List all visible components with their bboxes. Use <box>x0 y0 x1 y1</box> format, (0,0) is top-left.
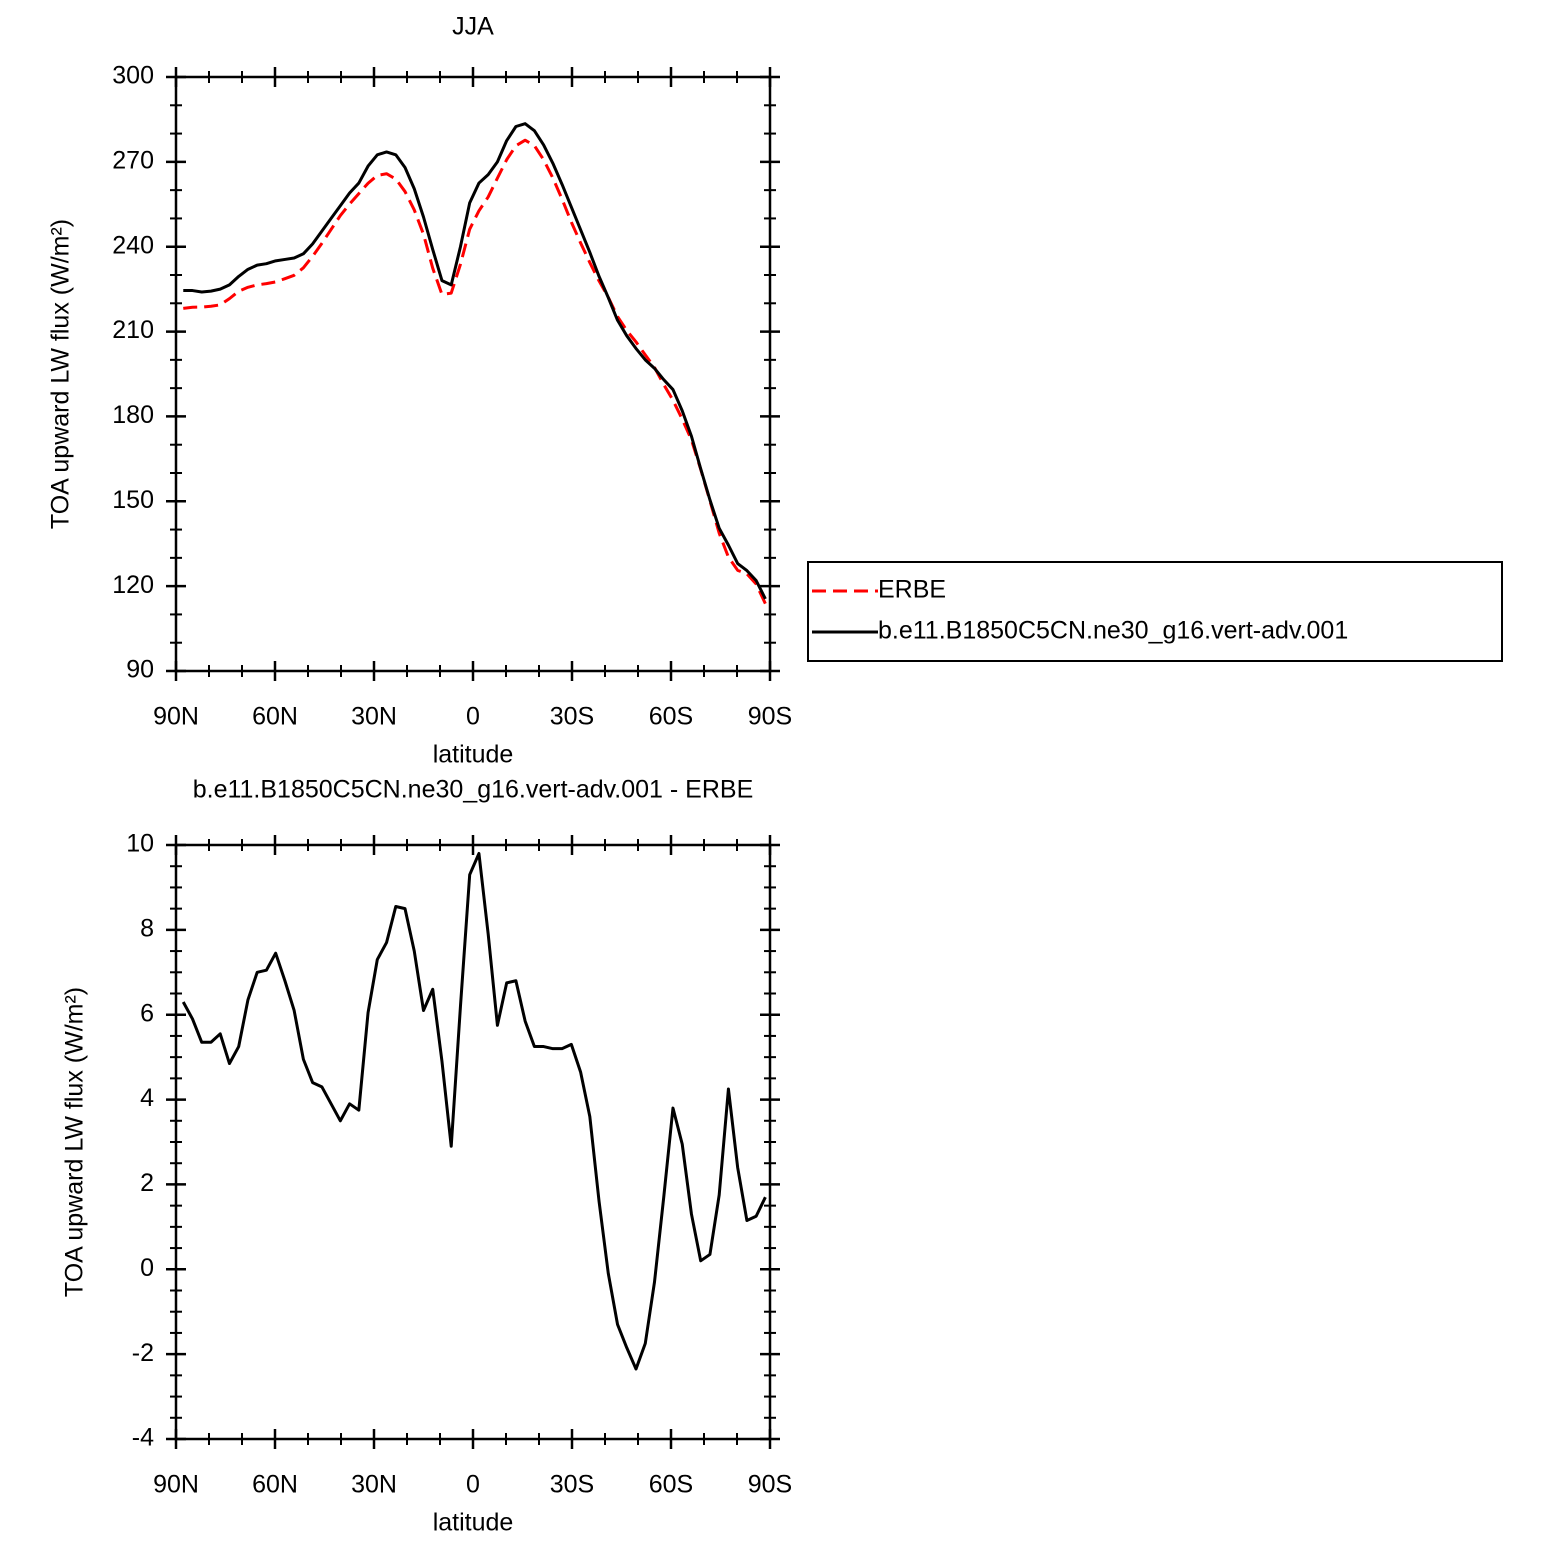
series-line <box>183 122 767 600</box>
y-axis-label: TOA upward LW flux (W/m²) <box>61 987 89 1297</box>
x-tick-label: 0 <box>466 703 480 731</box>
y-tick-label: -2 <box>132 1339 154 1367</box>
x-tick-label: 90N <box>153 703 199 731</box>
y-tick-label: 6 <box>140 999 154 1027</box>
y-tick-label: 270 <box>112 146 154 174</box>
x-tick-label: 60N <box>252 703 298 731</box>
x-axis-label: latitude <box>433 1509 514 1537</box>
x-tick-label: 60S <box>649 703 693 731</box>
x-tick-label: 60N <box>252 1471 298 1499</box>
y-tick-label: 4 <box>140 1084 154 1112</box>
y-tick-label: 300 <box>112 62 154 90</box>
y-tick-label: 90 <box>126 656 154 684</box>
legend-box <box>807 561 1503 662</box>
y-tick-label: 10 <box>126 830 154 858</box>
x-tick-label: 90S <box>748 1471 792 1499</box>
x-tick-label: 60S <box>649 1471 693 1499</box>
series-line <box>181 851 767 1371</box>
y-tick-label: 120 <box>112 571 154 599</box>
y-tick-label: -4 <box>132 1424 154 1452</box>
series-line <box>183 138 767 605</box>
y-tick-label: 180 <box>112 401 154 429</box>
x-tick-label: 90N <box>153 1471 199 1499</box>
y-tick-label: 240 <box>112 231 154 259</box>
x-axis-label: latitude <box>433 741 514 769</box>
legend-label: b.e11.B1850C5CN.ne30_g16.vert-adv.001 <box>878 617 1348 645</box>
x-tick-label: 30S <box>550 1471 594 1499</box>
x-tick-label: 30S <box>550 703 594 731</box>
y-tick-label: 8 <box>140 914 154 942</box>
y-tick-label: 2 <box>140 1169 154 1197</box>
x-tick-label: 30N <box>351 703 397 731</box>
y-tick-label: 210 <box>112 316 154 344</box>
x-tick-label: 0 <box>466 1471 480 1499</box>
chart-title: b.e11.B1850C5CN.ne30_g16.vert-adv.001 - … <box>193 776 754 804</box>
y-axis-label: TOA upward LW flux (W/m²) <box>47 219 75 529</box>
x-tick-label: 90S <box>748 703 792 731</box>
legend-label: ERBE <box>878 576 946 604</box>
chart-title: JJA <box>452 13 494 41</box>
y-tick-label: 150 <box>112 486 154 514</box>
plot-frame <box>174 75 772 673</box>
x-tick-label: 30N <box>351 1471 397 1499</box>
y-tick-label: 0 <box>140 1254 154 1282</box>
